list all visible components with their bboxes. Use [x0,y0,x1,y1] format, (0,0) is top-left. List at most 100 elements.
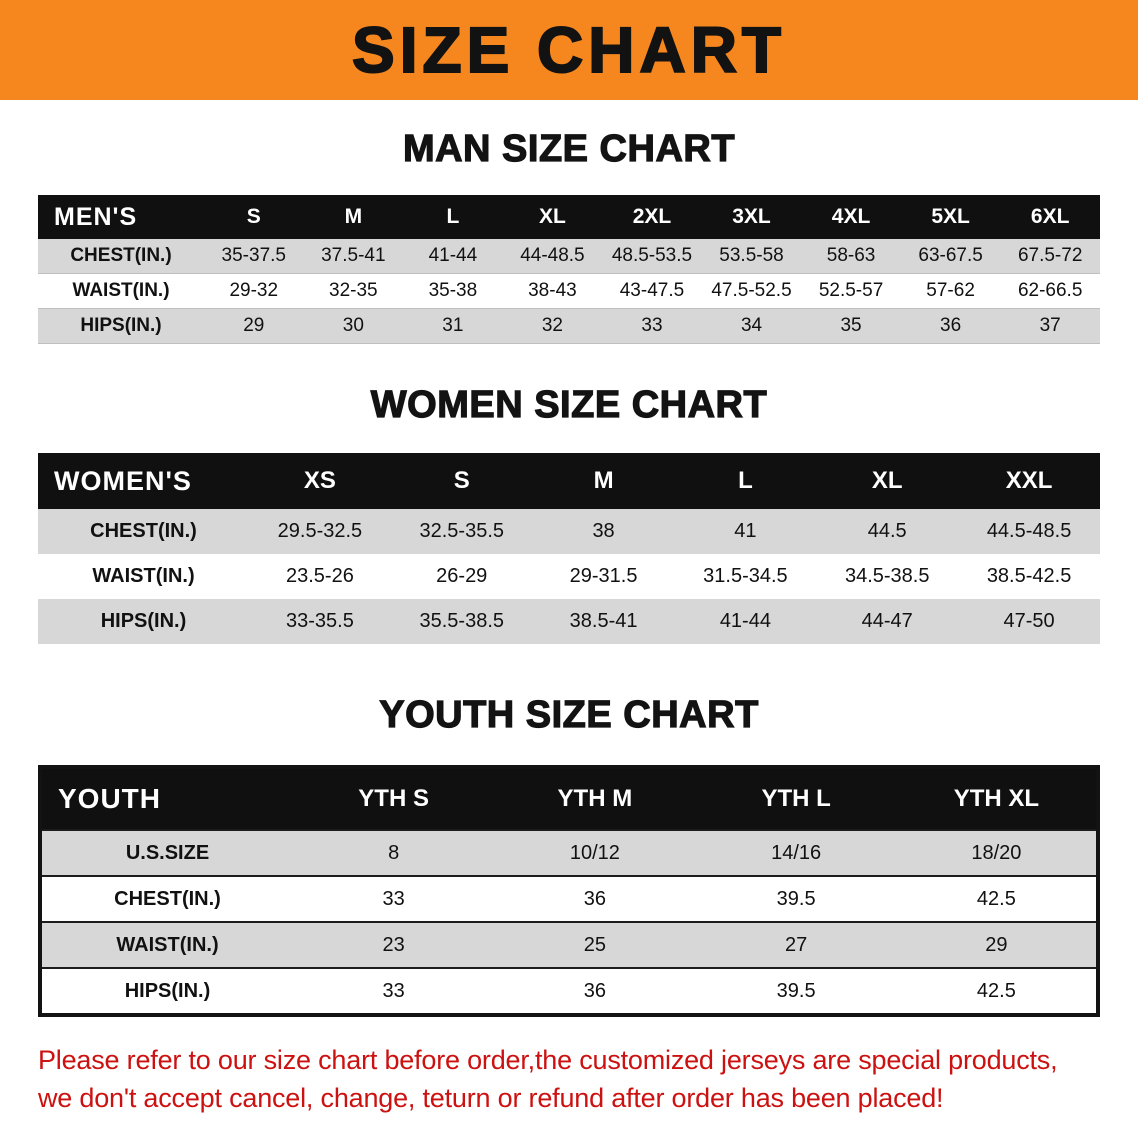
disclaimer: Please refer to our size chart before or… [38,1041,1100,1118]
size-value-cell: 36 [583,887,606,910]
size-value-cell: 32.5-35.5 [419,520,504,542]
size-value-cell: 38 [592,520,615,542]
men-size-column-header: 4XL [801,195,901,239]
men-size-column-header: L [403,195,503,239]
size-value-cell: 44.5-48.5 [986,520,1072,542]
men-size-table: MEN'S S M L XL 2XL 3XL 4XL 5XL 6XL CHEST(IN.) 35-37… [38,195,1100,344]
youth-size-column-header: YTH S [293,767,495,830]
size-value-cell: 52.5-57 [818,280,884,301]
women-section-heading: WOMEN SIZE CHART [370,383,768,426]
row-label: HIPS(IN.) [124,979,211,1002]
size-value-cell: 31.5-34.5 [703,565,788,587]
women-corner-label: WOMEN'S [38,453,249,509]
youth-section-heading: YOUTH SIZE CHART [379,693,759,736]
size-value-cell: 41-44 [428,245,478,266]
women-header-row: WOMEN'S XS S M L XL XXL [38,453,1100,509]
size-value-cell: 35.5-38.5 [419,610,504,632]
size-value-cell: 32-35 [329,280,378,301]
men-measurement-row: CHEST(IN.) 35-37.5 37.5-41 41-44 44-48.5 48.5… [38,239,1100,274]
row-label: HIPS(IN.) [80,315,162,336]
row-label: CHEST(IN.) [70,245,172,266]
size-value-cell: 18/20 [971,841,1022,864]
youth-size-chart-section: YOUTH SIZE CHART YOUTH YTH S YTH M YTH L YTH … [0,644,1138,1017]
size-value-cell: 35 [840,315,862,336]
men-size-column-header: 2XL [602,195,702,239]
size-value-cell: 25 [583,933,606,956]
size-value-cell: 43-47.5 [619,280,685,301]
size-value-cell: 23.5-26 [285,565,354,587]
size-value-cell: 34.5-38.5 [844,565,930,587]
men-section-heading: MAN SIZE CHART [402,127,736,170]
size-value-cell: 10/12 [569,841,620,864]
size-value-cell: 41-44 [719,610,771,632]
women-measurement-row: CHEST(IN.) 29.5-32.5 32.5-35.5 38 41 44.5 44.5… [38,509,1100,554]
row-label: CHEST(IN.) [90,520,197,542]
size-chart-sections: MAN SIZE CHART MEN'S S M L XL 2XL 3XL 4XL 5XL 6XL C… [0,100,1138,1017]
banner-title: SIZE CHART [351,13,786,87]
size-value-cell: 29-31.5 [569,565,638,587]
size-value-cell: 30 [342,315,364,336]
women-size-column-header: XS [249,453,391,509]
size-value-cell: 42.5 [976,887,1016,910]
size-value-cell: 29 [985,933,1008,956]
youth-size-column-header: YTH M [494,767,696,830]
men-corner-label: MEN'S [38,195,204,239]
size-value-cell: 38.5-42.5 [986,565,1072,587]
size-value-cell: 63-67.5 [918,245,983,266]
size-value-cell: 44-48.5 [520,245,585,266]
size-value-cell: 14/16 [771,841,822,864]
women-measurement-row: HIPS(IN.) 33-35.5 35.5-38.5 38.5-41 41-44 44-… [38,599,1100,644]
size-value-cell: 34 [740,315,763,336]
size-value-cell: 44.5 [867,520,907,542]
row-label: CHEST(IN.) [114,887,221,910]
row-label: HIPS(IN.) [100,610,187,632]
row-label: WAIST(IN.) [92,565,195,587]
size-value-cell: 47-50 [1003,610,1055,632]
men-size-column-header: 3XL [701,195,802,239]
men-measurement-row: HIPS(IN.) 29 30 31 32 33 34 35 36 37 [38,308,1100,344]
row-label: WAIST(IN.) [72,280,170,301]
youth-size-table: YOUTH YTH S YTH M YTH L YTH XL U.S.SIZE 8 10/12… [38,765,1100,1017]
size-value-cell: 33 [641,315,663,336]
youth-size-column-header: YTH XL [896,767,1098,830]
women-size-column-header: L [674,453,817,509]
size-value-cell: 29 [243,315,265,336]
size-value-cell: 35-37.5 [221,245,286,266]
youth-header-row: YOUTH YTH S YTH M YTH L YTH XL [40,767,1098,830]
men-size-column-header: 5XL [900,195,1001,239]
men-size-column-header: 6XL [1000,195,1100,239]
youth-corner-label: YOUTH [40,767,293,830]
size-value-cell: 32 [541,315,563,336]
size-value-cell: 29-32 [229,280,279,301]
size-value-cell: 8 [388,841,400,864]
row-label: U.S.SIZE [125,841,210,864]
men-size-column-header: M [303,195,404,239]
size-value-cell: 47.5-52.5 [711,280,792,301]
size-value-cell: 62-66.5 [1017,280,1083,301]
women-size-column-header: XL [816,453,959,509]
size-value-cell: 31 [442,315,464,336]
men-size-chart-section: MAN SIZE CHART MEN'S S M L XL 2XL 3XL 4XL 5XL 6XL C… [0,100,1138,344]
women-size-chart-section: WOMEN SIZE CHART WOMEN'S XS S M L XL XXL CHEST(I… [0,344,1138,644]
size-value-cell: 26-29 [436,565,488,587]
size-value-cell: 23 [382,933,405,956]
disclaimer-line-1: Please refer to our size chart before or… [38,1045,1058,1075]
size-value-cell: 37.5-41 [321,245,386,266]
youth-measurement-row: CHEST(IN.) 33 36 39.5 42.5 [40,876,1098,922]
youth-measurement-row: U.S.SIZE 8 10/12 14/16 18/20 [40,830,1098,876]
women-measurement-row: WAIST(IN.) 23.5-26 26-29 29-31.5 31.5-34.5 34… [38,554,1100,599]
size-value-cell: 35-38 [428,280,478,301]
women-size-column-header: M [532,453,675,509]
men-size-column-header: S [204,195,304,239]
size-value-cell: 36 [583,979,606,1002]
size-value-cell: 41 [734,520,757,542]
size-value-cell: 38.5-41 [569,610,638,632]
size-value-cell: 67.5-72 [1017,245,1083,266]
row-label: WAIST(IN.) [116,933,219,956]
size-value-cell: 33 [382,887,405,910]
size-chart-banner: SIZE CHART [0,0,1138,100]
size-value-cell: 39.5 [776,979,816,1002]
size-value-cell: 36 [940,315,962,336]
size-value-cell: 33 [382,979,405,1002]
size-value-cell: 37 [1039,315,1061,336]
